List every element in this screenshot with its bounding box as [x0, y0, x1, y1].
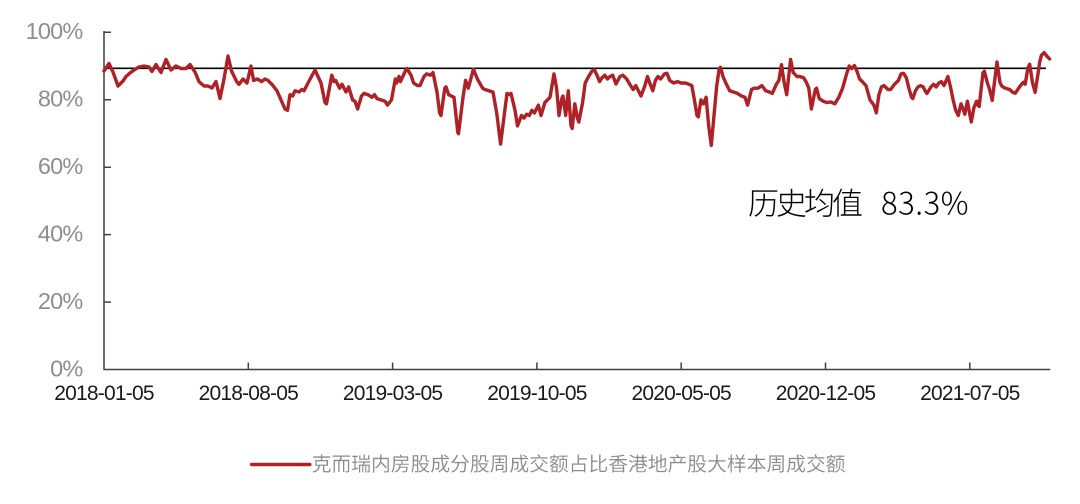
svg-text:2019-03-05: 2019-03-05 [343, 382, 443, 405]
svg-text:40%: 40% [38, 221, 83, 247]
svg-text:2020-12-05: 2020-12-05 [776, 382, 876, 405]
svg-text:2020-05-05: 2020-05-05 [631, 382, 731, 405]
svg-text:2021-07-05: 2021-07-05 [920, 382, 1020, 405]
svg-text:0%: 0% [50, 356, 83, 382]
svg-text:2018-08-05: 2018-08-05 [199, 382, 299, 405]
svg-text:2019-10-05: 2019-10-05 [487, 382, 587, 405]
svg-text:2018-01-05: 2018-01-05 [54, 382, 154, 405]
svg-text:20%: 20% [38, 288, 83, 314]
svg-text:80%: 80% [38, 86, 83, 112]
svg-text:100%: 100% [26, 18, 84, 44]
svg-text:60%: 60% [38, 153, 83, 179]
